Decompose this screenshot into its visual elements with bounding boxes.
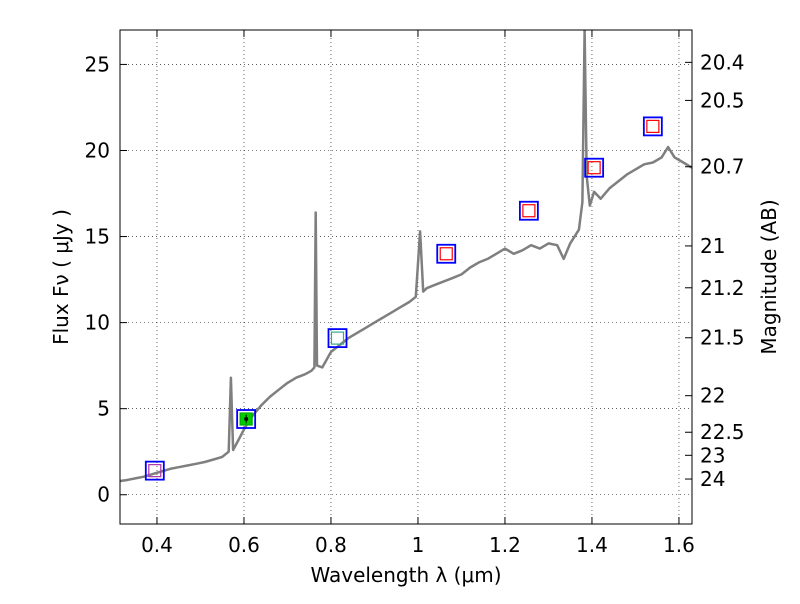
observed-point [144,460,165,481]
series-line-model-spectrum [120,30,692,483]
mag-tick-label: 20.7 [700,155,745,179]
x-tick-label: 0.8 [315,533,347,557]
x-tick-label: 1 [412,533,425,557]
mag-tick-label: 20.4 [700,50,745,74]
y-tick-label: 25 [85,52,110,76]
error-bar-center [244,417,249,422]
x-tick-label: 1.6 [663,533,695,557]
model-point [522,204,536,218]
x-tick-label: 1.2 [489,533,521,557]
observed-point [436,243,457,264]
grid-layer [120,30,692,524]
model-point [148,464,162,478]
observed-point [236,409,257,429]
model-point [587,161,601,175]
x-axis-label: Wavelength λ (μm) [310,563,501,587]
mag-tick-label: 24 [700,467,725,491]
mag-tick-label: 22.5 [700,420,745,444]
points-layer [144,116,663,481]
y2-axis-label: Magnitude (AB) [757,199,781,354]
model-point [439,247,453,261]
mag-tick-label: 21 [700,234,725,258]
y-tick-label: 5 [97,397,110,421]
y-tick-label: 20 [85,138,110,162]
observed-point [327,328,348,349]
y-axis-label: Flux Fν ( μJy ) [49,209,73,345]
mag-tick-label: 21.2 [700,276,745,300]
plot-frame [119,29,693,525]
mag-tick-label: 20.5 [700,88,745,112]
y-tick-label: 15 [85,225,110,249]
mag-tick-label: 23 [700,443,725,467]
x-tick-label: 1.4 [576,533,608,557]
mag-tick-label: 21.5 [700,326,745,350]
plot-area [120,30,692,483]
model-point [646,119,660,133]
model-point [330,331,345,345]
y-tick-label: 10 [85,311,110,335]
ticks-layer: 0.4 0.6 0.8 1 1.2 1.4 1.6 0 5 10 15 20 25 20.4 20.5 20.… [85,30,745,557]
observed-point [518,200,539,221]
x-tick-label: 0.4 [141,533,173,557]
series-layer [120,30,692,483]
observed-point [584,157,605,178]
mag-tick-label: 22 [700,384,725,408]
y-tick-label: 0 [97,483,110,507]
observed-point [642,116,663,137]
x-tick-label: 0.6 [228,533,260,557]
